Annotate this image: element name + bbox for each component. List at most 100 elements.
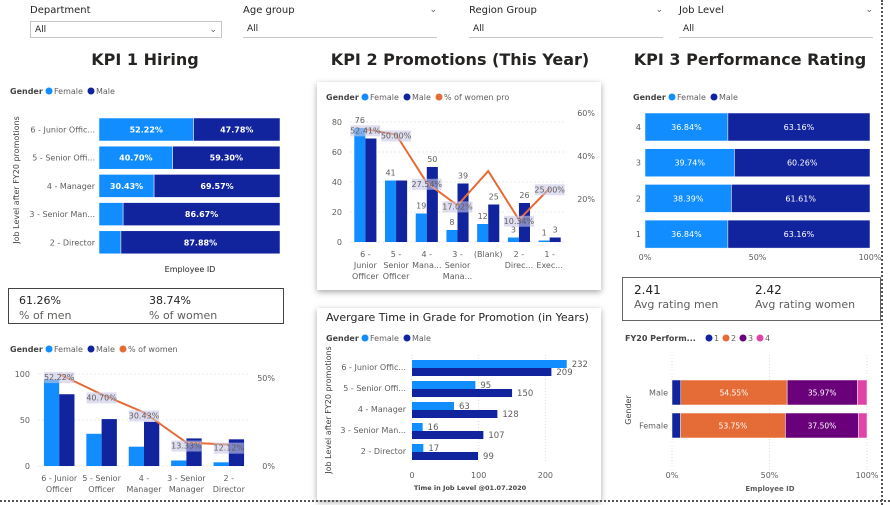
legend-marker-icon [361, 93, 369, 101]
avg-women-value: 2.42 [755, 283, 782, 297]
legend-title: Gender [10, 345, 43, 354]
x-tick-label: 100% [859, 253, 882, 262]
axis-title: Job Level after FY20 promotions [324, 346, 333, 474]
region-group-dropdown[interactable]: All [469, 21, 663, 38]
data-label: 25.00% [534, 185, 565, 194]
x-tick-label: 0% [639, 253, 652, 262]
chevron-down-icon[interactable]: ⌄ [429, 5, 437, 15]
legend-item: 2 [731, 334, 736, 343]
column-female [446, 230, 458, 242]
data-label: 95 [480, 381, 491, 391]
x-tick-label: 100 [471, 471, 486, 480]
column-female [538, 240, 550, 242]
data-label-background [381, 130, 412, 142]
y2-tick-label: 60% [577, 109, 595, 118]
legend-item: 4 [765, 334, 770, 343]
bar-segment-male [193, 117, 281, 142]
slicer-label: Region Group [469, 5, 537, 16]
category-label: 5 - Senior [82, 474, 121, 483]
category-label: Junior [353, 261, 378, 270]
bar-segment-1 [671, 379, 682, 406]
category-label: 6 - Junior [41, 474, 78, 483]
bar-segment-male [120, 230, 281, 255]
column-male [549, 237, 561, 242]
kpi1-title: KPI 1 Hiring [91, 50, 199, 69]
bar-segment-male [172, 145, 281, 170]
legend-item: Male [96, 345, 115, 354]
legend-item: Female [370, 93, 399, 102]
data-label-background [442, 201, 473, 213]
legend-item: 1 [714, 334, 719, 343]
bar-segment-male [734, 148, 871, 177]
slicer-department[interactable]: Department All ⌄ [30, 5, 222, 38]
data-label: 39.74% [674, 159, 705, 168]
avg-men-label: Avg rating men [634, 298, 719, 311]
chevron-down-icon[interactable]: ⌄ [865, 5, 873, 15]
bar-segment-male [731, 184, 871, 213]
bar-segment-female [98, 230, 122, 255]
data-label-background [86, 392, 117, 404]
legend-marker-icon [668, 93, 676, 101]
women-value: 38.74% [149, 294, 191, 307]
category-label: Manager [169, 485, 205, 494]
y-tick-label: 80 [332, 118, 342, 127]
data-label: 36.84% [671, 230, 702, 239]
slicer-value: All [473, 24, 485, 34]
age-group-dropdown[interactable]: All [243, 21, 437, 38]
divider [0, 500, 890, 502]
y2-tick-label: 0% [262, 462, 275, 471]
legend-marker-icon [722, 334, 730, 342]
data-label: 52.22% [44, 373, 75, 382]
column-female [507, 237, 519, 242]
bar-segment-female [98, 202, 124, 226]
column-female [43, 379, 60, 466]
data-label: 47.78% [220, 126, 253, 135]
data-label: 50.00% [381, 132, 412, 141]
x-tick-label: 0 [409, 471, 414, 480]
data-label: 128 [502, 410, 518, 420]
avg-women-label: Avg rating women [755, 298, 856, 311]
category-label: Manager [126, 485, 162, 494]
chevron-down-icon[interactable]: ⌄ [655, 5, 663, 15]
bar-segment-female [644, 148, 735, 177]
data-label: 50 [427, 155, 437, 164]
data-label: 12 [478, 212, 488, 221]
bar-segment-male [122, 202, 281, 226]
data-label: 63.16% [784, 123, 815, 132]
legend-marker-icon [710, 93, 718, 101]
data-label-background [129, 410, 159, 422]
column-male [144, 421, 160, 466]
bar-male [412, 452, 479, 460]
bar-segment-male [727, 112, 871, 142]
slicer-value: All [35, 24, 47, 35]
legend-marker-icon [87, 345, 95, 353]
data-label: 3 [553, 226, 558, 235]
data-label: 53.75% [719, 422, 748, 431]
axis-title: Employee ID [745, 485, 794, 493]
column-male [59, 394, 75, 466]
legend-item: % of women [128, 345, 178, 354]
legend-marker-icon [403, 93, 411, 101]
slicer-job-level[interactable]: Job Level ⌄ All [679, 5, 873, 38]
job-level-dropdown[interactable]: All [679, 21, 873, 38]
bar-male [412, 431, 484, 439]
data-label: 8 [449, 218, 454, 227]
department-dropdown[interactable]: All ⌄ [30, 21, 222, 38]
category-label: Direc... [505, 261, 533, 270]
category-label: Mana... [412, 261, 441, 270]
legend-item: Male [96, 87, 115, 96]
slicer-age-group[interactable]: Age group ⌄ All [243, 5, 437, 38]
category-label: 4 - Manager [47, 182, 96, 191]
data-label: 25 [489, 193, 499, 202]
category-label: 2 [636, 194, 641, 203]
legend-marker-icon [435, 93, 443, 101]
slicer-region-group[interactable]: Region Group ⌄ All [469, 5, 663, 38]
category-label: Officer [46, 485, 73, 494]
slicer-value: All [247, 24, 259, 34]
column-female [385, 180, 397, 242]
y2-tick-label: 20% [577, 195, 595, 204]
avg-men-value: 2.41 [634, 283, 661, 297]
category-label: 2 - Director [361, 447, 407, 456]
bar-male [412, 368, 552, 376]
bar-segment-3 [785, 412, 859, 439]
